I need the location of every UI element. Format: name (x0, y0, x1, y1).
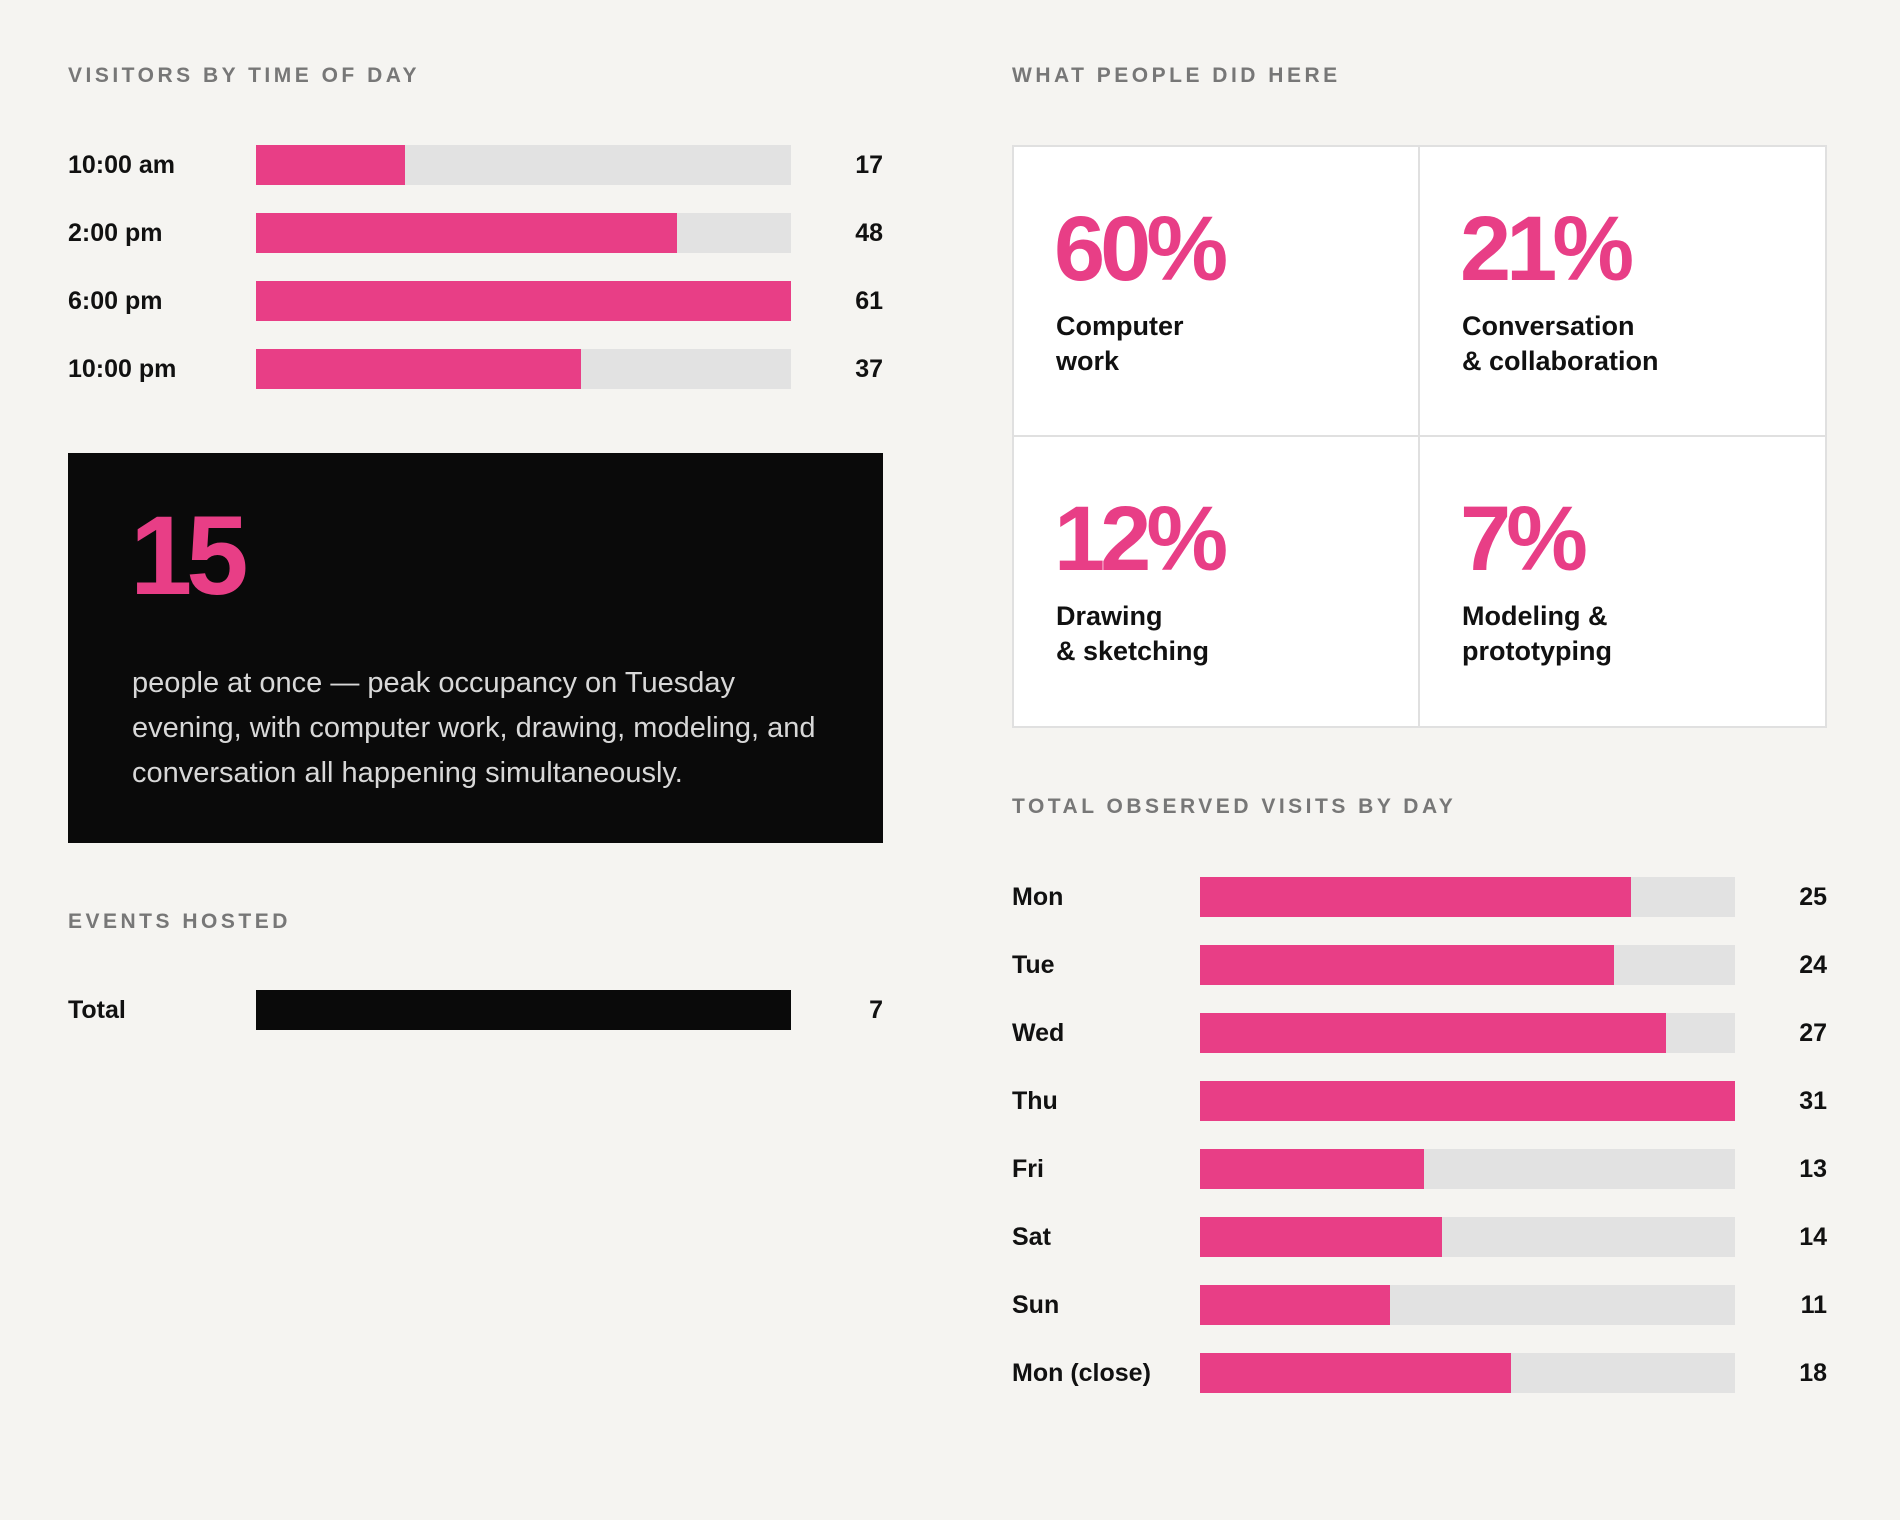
bar (256, 990, 791, 1030)
value-label: 17 (855, 151, 883, 179)
value-label: 24 (1799, 951, 1827, 979)
value-label: 13 (1799, 1155, 1827, 1183)
activity-label: Computer work (1056, 311, 1184, 376)
bar (1200, 945, 1615, 985)
value-label: 37 (855, 355, 883, 383)
value-label: 18 (1799, 1359, 1827, 1387)
activity-value: 21% (1460, 198, 1634, 300)
activity-cell: 7% Modeling & prototyping (1420, 437, 1826, 727)
row-label: Thu (1012, 1087, 1058, 1115)
activity-cell: 21% Conversation & collaboration (1420, 147, 1826, 437)
bar (1200, 1149, 1425, 1189)
activity-cell: 12% Drawing & sketching (1014, 437, 1420, 727)
bar (1200, 1353, 1511, 1393)
section-title: VISITORS BY TIME OF DAY (68, 64, 421, 87)
activity-label: Conversation & collaboration (1462, 311, 1659, 376)
activity-value: 7% (1460, 488, 1588, 590)
bar (1200, 1081, 1735, 1121)
highlight-value: 15 (130, 493, 249, 618)
value-label: 11 (1800, 1291, 1827, 1319)
value-label: 14 (1799, 1223, 1827, 1251)
row-label: 2:00 pm (68, 219, 163, 247)
section-title: WHAT PEOPLE DID HERE (1012, 64, 1341, 87)
value-label: 48 (855, 219, 883, 247)
activity-cell: 60% Computer work (1014, 147, 1420, 437)
bar (256, 213, 677, 253)
bar (256, 349, 581, 389)
section-title: TOTAL OBSERVED VISITS BY DAY (1012, 795, 1457, 818)
section-title: EVENTS HOSTED (68, 910, 291, 933)
row-label: Mon (close) (1012, 1359, 1151, 1387)
row-label: Mon (1012, 883, 1064, 911)
bar (1200, 1285, 1390, 1325)
bar (1200, 1217, 1442, 1257)
activity-label: Modeling & prototyping (1462, 601, 1612, 666)
row-label: Wed (1012, 1019, 1065, 1047)
bar (256, 145, 406, 185)
row-label: Fri (1012, 1155, 1044, 1183)
activity-grid: 60% Computer work 21% Conversation & col… (1012, 145, 1827, 728)
value-label: 31 (1799, 1087, 1827, 1115)
row-label: 10:00 am (68, 151, 176, 179)
bar (256, 281, 791, 321)
highlight-card: 15 people at once — peak occupancy on Tu… (68, 453, 883, 843)
bar (1200, 877, 1632, 917)
row-label: Tue (1012, 951, 1055, 979)
activity-value: 60% (1054, 198, 1228, 300)
row-label: 10:00 pm (68, 355, 177, 383)
highlight-text: people at once — peak occupancy on Tuesd… (132, 667, 816, 789)
value-label: 7 (869, 996, 883, 1024)
activity-label: Drawing & sketching (1056, 601, 1210, 666)
value-label: 25 (1799, 883, 1827, 911)
value-label: 61 (855, 287, 883, 315)
bar (1200, 1013, 1666, 1053)
row-label: 6:00 pm (68, 287, 163, 315)
activity-value: 12% (1054, 488, 1228, 590)
value-label: 27 (1799, 1019, 1827, 1047)
row-label: Sun (1012, 1291, 1060, 1319)
row-label: Total (68, 996, 126, 1024)
row-label: Sat (1012, 1223, 1051, 1251)
